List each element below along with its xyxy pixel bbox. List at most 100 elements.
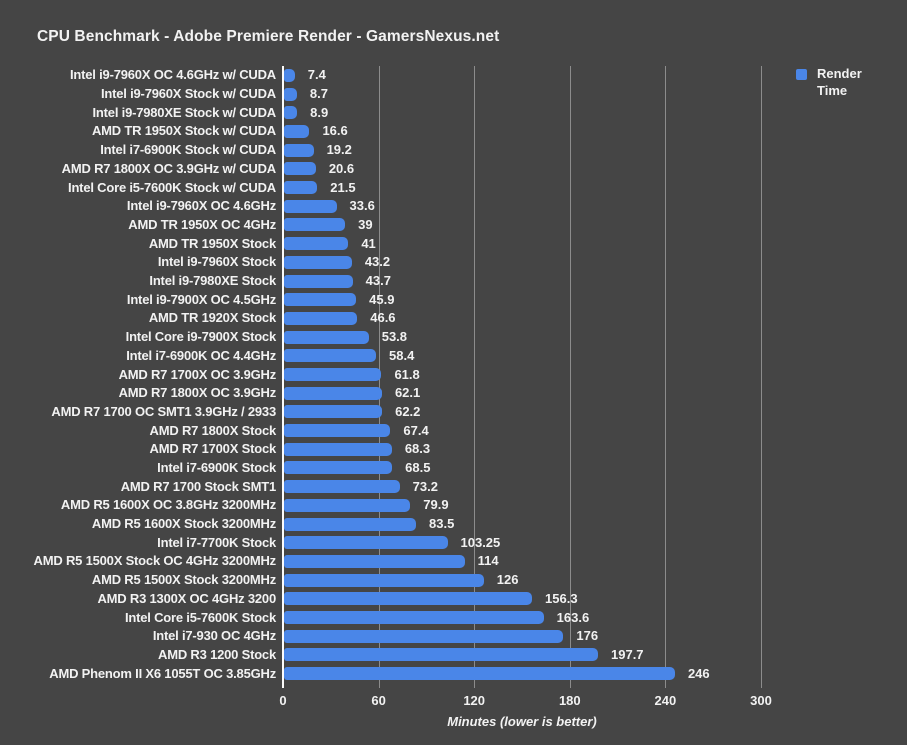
category-label: Intel i9-7960X Stock w/ CUDA: [100, 86, 276, 102]
value-label: 8.7: [309, 86, 328, 102]
value-label: 19.2: [326, 142, 352, 158]
category-label: AMD R7 1700X Stock: [149, 441, 277, 457]
chart-title: CPU Benchmark - Adobe Premiere Render - …: [37, 28, 500, 45]
value-label: 103.25: [460, 534, 501, 550]
value-label: 33.6: [349, 198, 375, 214]
render-time-bar: [284, 498, 411, 512]
legend-swatch-icon: [796, 69, 807, 80]
category-label: AMD TR 1950X OC 4GHz: [128, 216, 276, 232]
gridline: [665, 66, 666, 688]
render-time-bar: [284, 386, 382, 400]
category-label: Intel i7-7700K Stock: [157, 534, 276, 550]
value-label: 176: [576, 628, 599, 644]
value-label: 73.2: [412, 478, 438, 494]
value-label: 16.6: [322, 123, 348, 139]
value-label: 43.2: [364, 254, 391, 270]
render-time-bar: [284, 648, 598, 662]
render-time-bar: [284, 573, 484, 587]
render-time-bar: [284, 554, 465, 568]
category-label: AMD R7 1700 Stock SMT1: [120, 478, 276, 494]
category-label: AMD R7 1800X OC 3.9GHz: [118, 385, 277, 401]
render-time-bar: [284, 667, 675, 681]
value-label: 43.7: [365, 273, 391, 288]
value-label: 20.6: [328, 160, 355, 176]
value-label: 156.3: [545, 590, 578, 606]
category-label: Intel i9-7980XE Stock w/ CUDA: [92, 104, 277, 120]
render-time-bar: [284, 124, 310, 138]
category-label: Intel i9-7960X Stock: [157, 254, 276, 270]
category-label: AMD R3 1300X OC 4GHz 3200: [97, 590, 276, 606]
render-time-bar: [284, 330, 369, 344]
category-label: AMD TR 1950X Stock: [148, 235, 276, 251]
x-tick-label: 300: [750, 693, 772, 708]
render-time-bar: [284, 480, 400, 494]
value-label: 246: [687, 665, 710, 681]
render-time-bar: [284, 629, 564, 643]
category-label: Intel i9-7900X OC 4.5GHz: [126, 291, 276, 307]
gridline: [474, 66, 475, 688]
render-time-bar: [284, 199, 337, 213]
render-time-bar: [284, 143, 314, 157]
category-label: AMD R7 1800X OC 3.9GHz w/ CUDA: [61, 160, 277, 176]
y-axis-line: [282, 66, 284, 688]
render-time-bar: [284, 442, 392, 456]
render-time-bar: [284, 349, 377, 363]
render-time-bar: [284, 274, 353, 288]
value-label: 62.2: [395, 403, 421, 419]
category-label: AMD R3 1200 Stock: [158, 646, 276, 662]
value-label: 83.5: [429, 516, 455, 532]
category-label: Intel i7-930 OC 4GHz: [152, 628, 276, 644]
value-label: 61.8: [394, 366, 420, 382]
category-label: AMD R5 1600X OC 3.8GHz 3200MHz: [60, 497, 276, 513]
value-label: 67.4: [403, 422, 429, 438]
x-tick-label: 240: [654, 693, 677, 708]
render-time-bar: [284, 293, 357, 307]
value-label: 7.4: [307, 67, 326, 83]
category-label: Intel i9-7960X OC 4.6GHz: [126, 198, 276, 214]
value-label: 68.5: [405, 459, 431, 475]
value-label: 114: [477, 553, 499, 569]
render-time-bar: [284, 162, 316, 176]
x-tick-label: 120: [463, 693, 486, 708]
x-tick-label: 60: [371, 693, 386, 708]
category-label: Intel Core i9-7900X Stock: [125, 329, 277, 345]
value-label: 39: [358, 216, 373, 232]
legend-label: Render Time: [817, 66, 862, 98]
render-time-bar: [284, 368, 382, 381]
category-label: AMD Phenom II X6 1055T OC 3.85GHz: [49, 665, 276, 681]
render-time-bar: [284, 87, 297, 101]
render-time-bar: [284, 181, 318, 195]
category-label: Intel i9-7980XE Stock: [149, 273, 276, 288]
value-label: 79.9: [423, 497, 449, 513]
category-label: Intel Core i5-7600K Stock w/ CUDA: [68, 179, 276, 195]
render-time-bar: [284, 237, 349, 251]
category-label: AMD TR 1950X Stock w/ CUDA: [91, 123, 276, 139]
value-label: 58.4: [389, 347, 415, 363]
render-time-bar: [284, 536, 448, 550]
category-label: AMD R5 1600X Stock 3200MHz: [91, 516, 276, 532]
value-label: 62.1: [394, 385, 421, 401]
value-label: 68.3: [404, 441, 431, 457]
x-axis-title: Minutes (lower is better): [447, 714, 597, 729]
render-time-bar: [284, 311, 358, 325]
x-tick-label: 180: [558, 693, 581, 708]
category-label: Intel i9-7960X OC 4.6GHz w/ CUDA: [70, 67, 276, 83]
value-label: 41: [361, 235, 376, 251]
category-label: Intel i7-6900K OC 4.4GHz: [126, 347, 276, 363]
category-label: AMD R7 1700 OC SMT1 3.9GHz / 2933: [51, 403, 276, 419]
value-label: 163.6: [556, 609, 590, 625]
render-time-bar: [284, 611, 544, 625]
render-time-bar: [284, 68, 295, 82]
category-label: Intel Core i5-7600K Stock: [124, 609, 276, 625]
render-time-bar: [284, 424, 391, 438]
value-label: 53.8: [381, 329, 408, 345]
render-time-bar: [284, 405, 383, 419]
x-tick-label: 0: [279, 693, 287, 708]
render-time-bar: [284, 218, 346, 232]
value-label: 45.9: [369, 291, 395, 307]
render-time-bar: [284, 517, 417, 531]
value-label: 21.5: [330, 179, 356, 195]
category-label: AMD R7 1800X Stock: [149, 422, 277, 438]
